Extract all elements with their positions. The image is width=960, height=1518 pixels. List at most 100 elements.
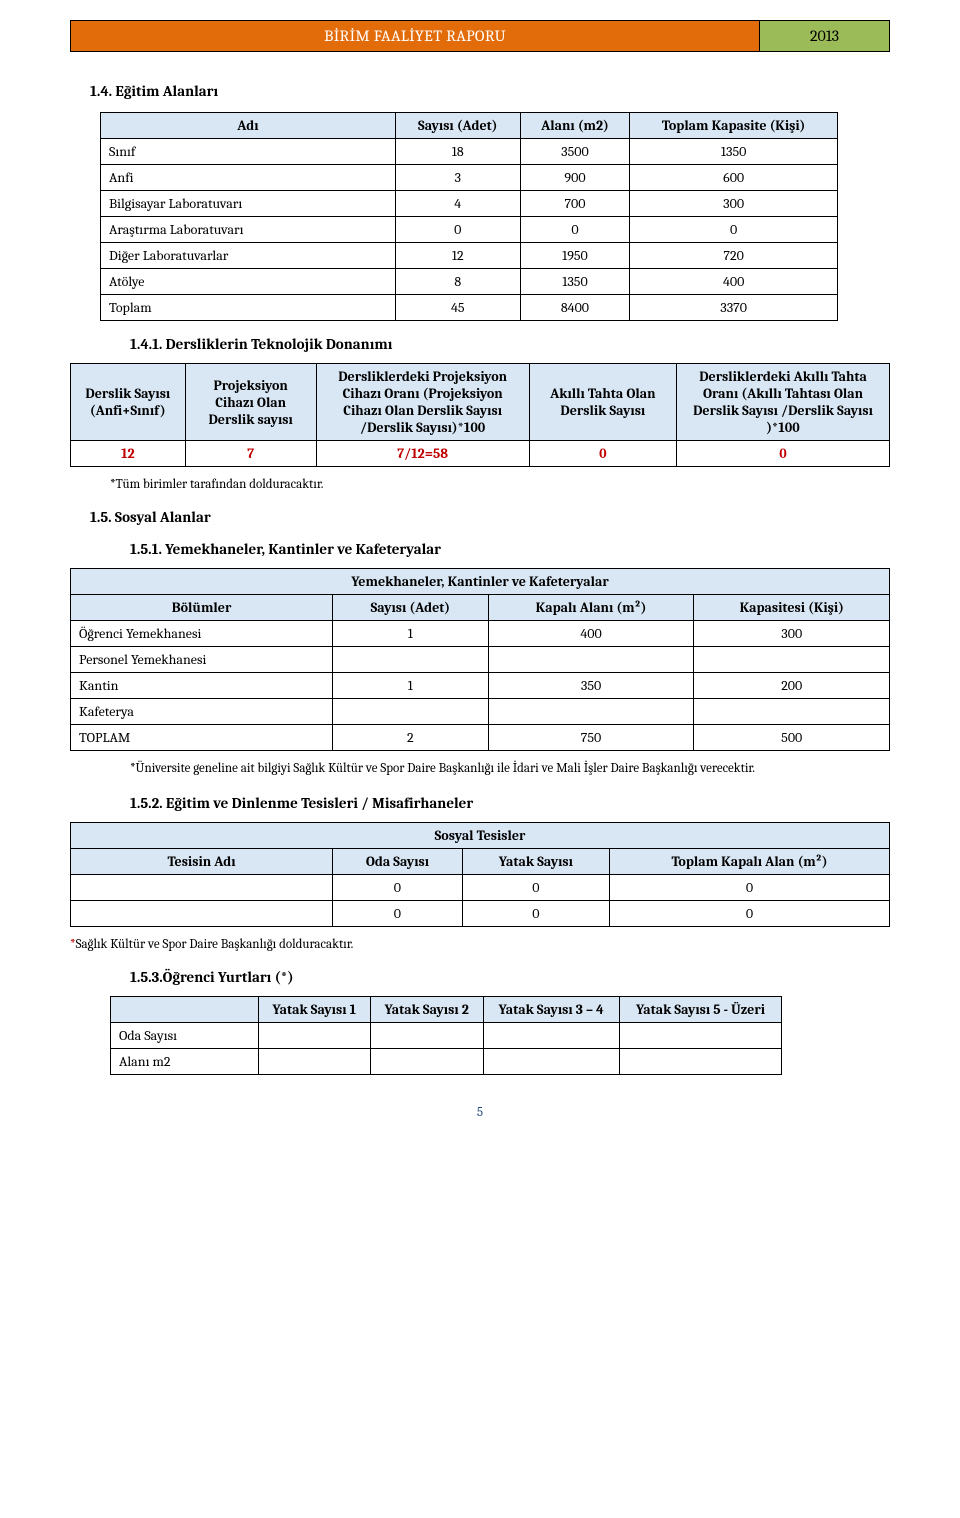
th-sayisi: Sayısı (Adet) [395, 113, 520, 139]
table-row: Toplam4584003370 [101, 295, 838, 321]
ogrenci-yurtlari-table: Yatak Sayısı 1 Yatak Sayısı 2 Yatak Sayı… [110, 996, 782, 1075]
cell: 12 [395, 243, 520, 269]
cell: 0 [610, 875, 890, 901]
table-row: Oda Sayısı [111, 1023, 782, 1049]
th: Yatak Sayısı 1 [258, 997, 370, 1023]
cell: Diğer Laboratuvarlar [101, 243, 396, 269]
th: Sayısı (Adet) [333, 595, 489, 621]
cell [258, 1049, 370, 1075]
th-akilli-tahta-orani: Dersliklerdeki Akıllı Tahta Oranı (Akıll… [677, 364, 890, 441]
table-row: 000 [71, 875, 890, 901]
cell: Bilgisayar Laboratuvarı [101, 191, 396, 217]
header-year: 2013 [759, 21, 889, 51]
egitim-alanlari-table: Adı Sayısı (Adet) Alanı (m2) Toplam Kapa… [100, 112, 838, 321]
cell [483, 1049, 619, 1075]
th: Yatak Sayısı 5 - Üzeri [619, 997, 782, 1023]
header-title: BİRİM FAALİYET RAPORU [71, 21, 759, 51]
cell: 3 [395, 165, 520, 191]
th: Yatak Sayısı 3 – 4 [483, 997, 619, 1023]
cell: Oda Sayısı [111, 1023, 259, 1049]
th: Yatak Sayısı 2 [370, 997, 483, 1023]
cell: 7 [185, 441, 316, 467]
cell: 0 [610, 901, 890, 927]
section-1-5-heading: 1.5. Sosyal Alanlar [90, 508, 890, 526]
cell: 3370 [630, 295, 838, 321]
page-number: 5 [70, 1105, 890, 1120]
cell: 900 [520, 165, 630, 191]
document-header: BİRİM FAALİYET RAPORU 2013 [70, 20, 890, 52]
cell [694, 699, 890, 725]
table-row: Bilgisayar Laboratuvarı4700300 [101, 191, 838, 217]
cell: 1350 [520, 269, 630, 295]
cell: Öğrenci Yemekhanesi [71, 621, 333, 647]
cell: 1 [333, 621, 489, 647]
table-row: Personel Yemekhanesi [71, 647, 890, 673]
table-row: Sınıf1835001350 [101, 139, 838, 165]
cell [71, 901, 333, 927]
table-row: Öğrenci Yemekhanesi1400300 [71, 621, 890, 647]
th: Tesisin Adı [71, 849, 333, 875]
table-row: 000 [71, 901, 890, 927]
cell: Anfi [101, 165, 396, 191]
cell: 7/12=58 [316, 441, 529, 467]
cell: Kafeterya [71, 699, 333, 725]
cell: 400 [630, 269, 838, 295]
cell: 1350 [630, 139, 838, 165]
cell: 0 [529, 441, 676, 467]
table-row: TOPLAM2750500 [71, 725, 890, 751]
cell: 2 [333, 725, 489, 751]
th: Toplam Kapalı Alan (m²) [610, 849, 890, 875]
table-row: Anfi3900600 [101, 165, 838, 191]
th: Yatak Sayısı [462, 849, 609, 875]
cell [488, 699, 694, 725]
th: Oda Sayısı [333, 849, 463, 875]
sosyal-tesisler-table: Sosyal Tesisler Tesisin Adı Oda Sayısı Y… [70, 822, 890, 927]
cell: 0 [462, 875, 609, 901]
cell: Kantin [71, 673, 333, 699]
cell: Sınıf [101, 139, 396, 165]
section-1-5-3-heading: 1.5.3.Öğrenci Yurtları (*) [130, 968, 890, 986]
note-1-5-1: *Üniversite geneline ait bilgiyi Sağlık … [130, 761, 890, 776]
cell: 18 [395, 139, 520, 165]
section-1-5-1-heading: 1.5.1. Yemekhaneler, Kantinler ve Kafete… [130, 540, 890, 558]
cell: 0 [462, 901, 609, 927]
table-row: Alanı m2 [111, 1049, 782, 1075]
table-row: Kafeterya [71, 699, 890, 725]
cell: 45 [395, 295, 520, 321]
section-1-5-2-heading: 1.5.2. Eğitim ve Dinlenme Tesisleri / Mi… [130, 794, 890, 812]
cell: 700 [520, 191, 630, 217]
section-1-4-heading: 1.4. Eğitim Alanları [90, 82, 890, 100]
cell [370, 1023, 483, 1049]
cell: 0 [395, 217, 520, 243]
cell: 0 [630, 217, 838, 243]
cell: Araştırma Laboratuvarı [101, 217, 396, 243]
cell: 400 [488, 621, 694, 647]
derslik-teknolojik-table: Derslik Sayısı (Anfi+Sınıf) Projeksiyon … [70, 363, 890, 467]
th-empty [111, 997, 259, 1023]
cell [333, 647, 489, 673]
table-row: Araştırma Laboratuvarı000 [101, 217, 838, 243]
section-1-4-1-heading: 1.4.1. Dersliklerin Teknolojik Donanımı [130, 335, 890, 353]
cell: 0 [333, 875, 463, 901]
table-row: Kantin1350200 [71, 673, 890, 699]
cell: 300 [630, 191, 838, 217]
cell [258, 1023, 370, 1049]
cell: 350 [488, 673, 694, 699]
cell [333, 699, 489, 725]
cell: 4 [395, 191, 520, 217]
cell: 8 [395, 269, 520, 295]
cell: 750 [488, 725, 694, 751]
cell [619, 1049, 782, 1075]
th-adi: Adı [101, 113, 396, 139]
cell: 3500 [520, 139, 630, 165]
cell: Toplam [101, 295, 396, 321]
table-title: Sosyal Tesisler [71, 823, 890, 849]
table-row: Atölye81350400 [101, 269, 838, 295]
cell: 0 [520, 217, 630, 243]
th-akilli-tahta-olan: Akıllı Tahta Olan Derslik Sayısı [529, 364, 676, 441]
cell: 8400 [520, 295, 630, 321]
cell: Alanı m2 [111, 1049, 259, 1075]
cell: 600 [630, 165, 838, 191]
cell: Personel Yemekhanesi [71, 647, 333, 673]
table-row: 12 7 7/12=58 0 0 [71, 441, 890, 467]
